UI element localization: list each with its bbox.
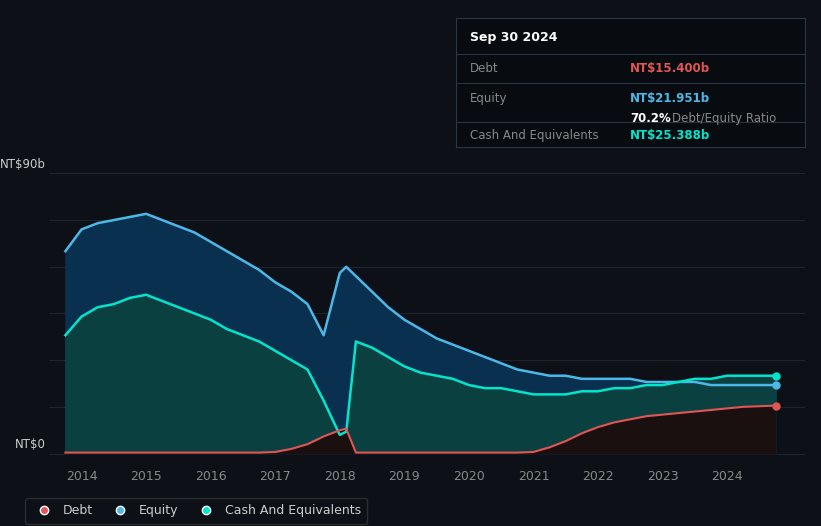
- Text: NT$21.951b: NT$21.951b: [631, 92, 710, 105]
- Text: NT$15.400b: NT$15.400b: [631, 62, 710, 75]
- Text: Debt: Debt: [470, 62, 498, 75]
- Text: NT$25.388b: NT$25.388b: [631, 129, 710, 142]
- Text: 70.2%: 70.2%: [631, 113, 671, 125]
- Text: NT$0: NT$0: [15, 438, 45, 451]
- Legend: Debt, Equity, Cash And Equivalents: Debt, Equity, Cash And Equivalents: [25, 498, 367, 524]
- Text: Equity: Equity: [470, 92, 507, 105]
- Text: Sep 30 2024: Sep 30 2024: [470, 32, 557, 44]
- Text: Debt/Equity Ratio: Debt/Equity Ratio: [672, 113, 776, 125]
- Text: Cash And Equivalents: Cash And Equivalents: [470, 129, 599, 142]
- Text: NT$90b: NT$90b: [0, 158, 45, 171]
